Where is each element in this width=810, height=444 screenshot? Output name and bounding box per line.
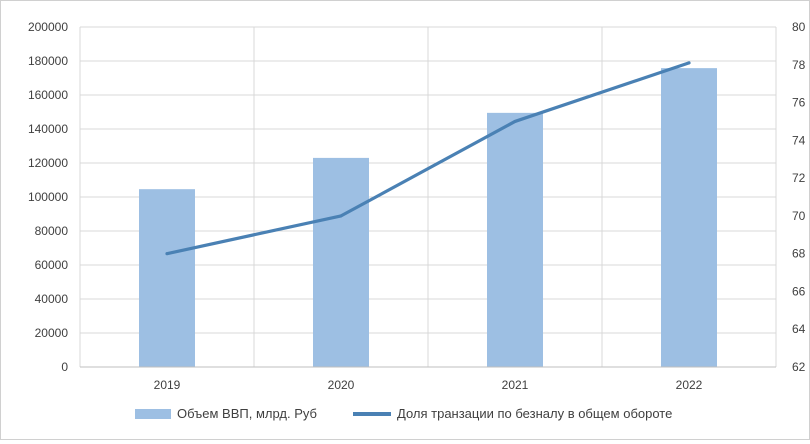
y-left-tick-label: 180000 (28, 54, 68, 68)
y-right-tick-label: 74 (792, 133, 806, 147)
gridlines (79, 26, 777, 367)
bar-2019 (139, 189, 195, 367)
y-right-tick-label: 68 (792, 247, 806, 261)
bar-2021 (487, 112, 543, 367)
y-left-tick-label: 140000 (28, 122, 68, 136)
line-point (513, 119, 517, 123)
y-right-tick-label: 80 (792, 20, 806, 34)
axes: 0 20000 40000 60000 80000 100000 120000 140000 1… (28, 20, 806, 392)
legend-swatch-bar (135, 409, 171, 419)
y-left-tick-label: 160000 (28, 88, 68, 102)
y-left-tick-label: 60000 (35, 258, 69, 272)
y-right-tick-label: 62 (792, 360, 806, 374)
y-left-tick-label: 100000 (28, 190, 68, 204)
bar-series (139, 68, 717, 367)
line-point (687, 61, 691, 65)
bar-2022 (661, 68, 717, 367)
line-series (165, 61, 691, 256)
y-right-tick-label: 70 (792, 209, 806, 223)
y-left-tick-label: 0 (61, 360, 68, 374)
line-share-cashless (165, 61, 691, 256)
y-right-tick-label: 76 (792, 96, 806, 110)
y-right-tick-label: 78 (792, 58, 806, 72)
y-left-tick-label: 120000 (28, 156, 68, 170)
x-tick-label: 2022 (676, 378, 703, 392)
x-tick-label: 2019 (154, 378, 181, 392)
y-left-tick-label: 40000 (35, 292, 69, 306)
y-right-tick-label: 66 (792, 284, 806, 298)
legend-label-line: Доля транзации по безналу в общем оборот… (397, 406, 672, 421)
x-tick-label: 2021 (502, 378, 529, 392)
legend: Объем ВВП, млрд. Руб Доля транзации по бе… (135, 406, 672, 421)
line-point (165, 252, 169, 256)
y-right-tick-label: 64 (792, 322, 806, 336)
bar-2020 (313, 157, 369, 367)
line-point (339, 214, 343, 218)
y-left-tick-label: 200000 (28, 20, 68, 34)
x-tick-label: 2020 (328, 378, 355, 392)
legend-label-bar: Объем ВВП, млрд. Руб (177, 406, 317, 421)
y-left-tick-label: 80000 (35, 224, 69, 238)
y-left-tick-label: 20000 (35, 326, 69, 340)
y-right-tick-label: 72 (792, 171, 806, 185)
